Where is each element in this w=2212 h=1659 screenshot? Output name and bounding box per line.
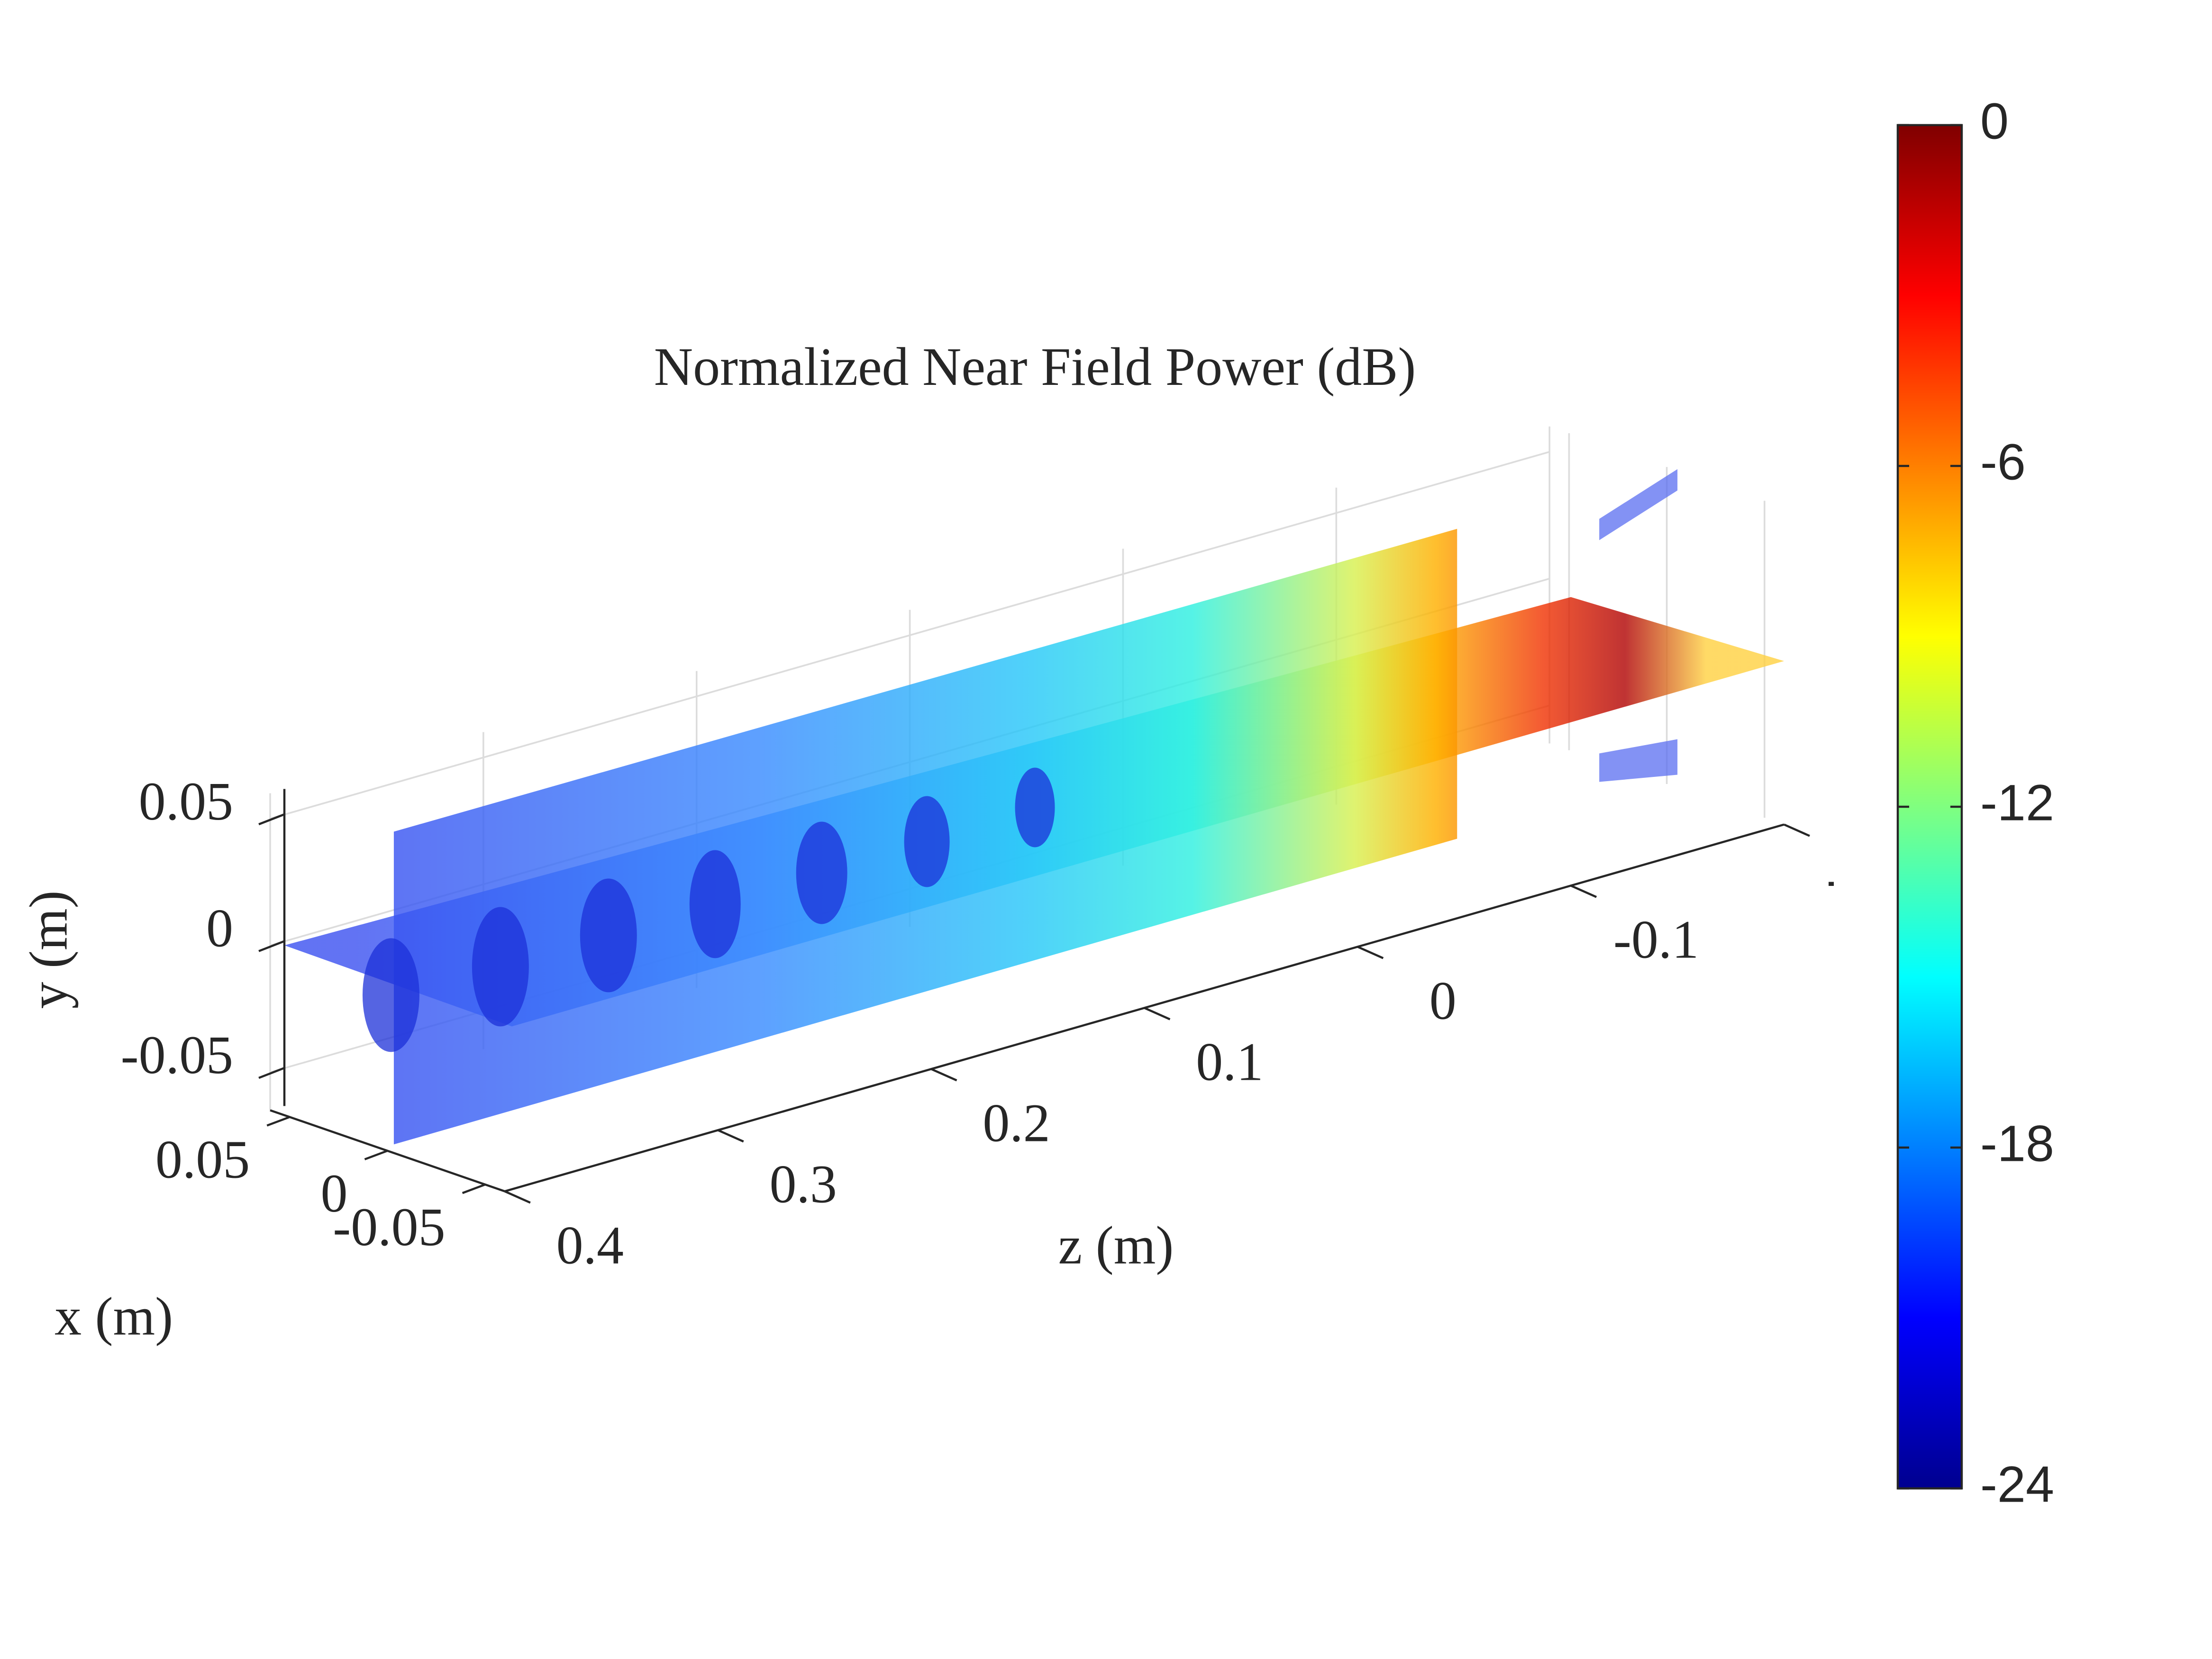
x-tick [364,1149,388,1160]
axes: -0.2-0.100.10.20.30.4-0.0500.05-0.0500.0… [121,771,1912,1275]
x-tick-label: 0.05 [155,1130,250,1190]
z-tick-label: 0 [1429,971,1456,1031]
z-tick [1144,1007,1171,1021]
z-tick [504,1190,531,1204]
z-tick-label: 0.4 [556,1215,624,1275]
chart-title: Normalized Near Field Power (dB) [654,337,1416,397]
y-tick [258,940,285,952]
y-tick-label: -0.05 [121,1025,233,1085]
grid-line [270,451,1550,820]
y-tick-label: 0.05 [139,771,233,831]
z-axis-label: z (m) [1058,1215,1174,1275]
x-tick [462,1183,486,1194]
z-tick-label: 0.1 [1196,1032,1263,1092]
y-tick-label: 0 [206,898,233,958]
z-tick [717,1129,744,1143]
z-tick-label: -0.1 [1613,910,1699,970]
z-tick [1357,946,1384,959]
colorbar-tick-label: 0 [1980,92,2009,149]
field-nulls [362,767,1055,1052]
x-tick-label: -0.05 [333,1197,445,1257]
colorbar-tick-label: -18 [1980,1115,2054,1172]
edge-slice [1599,469,1678,540]
edge-slice [1599,739,1678,782]
z-tick-label: 0.3 [769,1154,837,1214]
z-tick [930,1068,957,1082]
x-tick [266,1116,291,1127]
y-axis-label: y (m) [18,890,78,1009]
y-tick [258,813,285,826]
colorbar-tick-label: -6 [1980,433,2026,490]
x-tick-label: 0 [320,1163,347,1223]
y-tick [258,1066,285,1079]
x-axis-label: x (m) [55,1286,173,1346]
z-tick-label: 0.2 [983,1093,1050,1153]
z-tick [1784,823,1810,837]
colorbar-tick-label: -24 [1980,1456,2054,1513]
z-tick [1570,884,1597,898]
colorbar-tick-label: -12 [1980,774,2054,831]
